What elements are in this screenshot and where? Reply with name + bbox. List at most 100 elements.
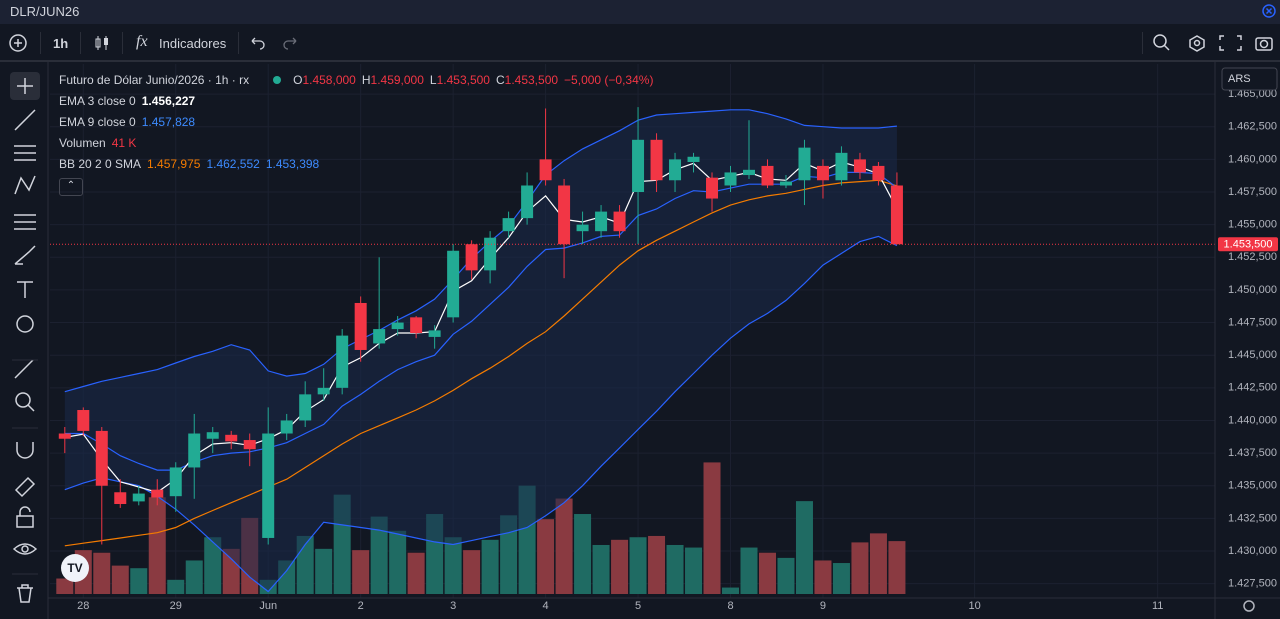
volume-bar — [93, 552, 111, 594]
y-tick-label: 1.442,500 — [1228, 382, 1277, 394]
overlay-line — [64, 235, 898, 593]
drawing-tools[interactable] — [10, 72, 40, 603]
volume-bar — [500, 515, 518, 594]
candle-body — [262, 433, 275, 538]
settings-icon[interactable] — [1243, 600, 1255, 612]
volume-bar — [481, 539, 499, 594]
legend-title: Futuro de Dólar Junio/2026 · 1h · rx — [59, 73, 250, 87]
study-value: 1.453,398 — [265, 157, 320, 171]
candle-body — [724, 172, 737, 186]
y-tick-label: 1.452,500 — [1228, 251, 1277, 263]
candle-body — [114, 492, 127, 505]
volume-bar — [315, 548, 333, 594]
interval[interactable]: 1h — [53, 36, 69, 51]
y-tick-label: 1.460,000 — [1228, 153, 1277, 165]
study-name: BB 20 2 0 SMA — [59, 157, 142, 171]
candle-body — [206, 432, 219, 439]
change: −5,000 (−0,34%) — [564, 73, 654, 87]
candle-body — [779, 181, 792, 186]
volume-bar — [389, 530, 407, 594]
candle-body — [410, 317, 423, 333]
volume-bar — [130, 568, 148, 594]
ohlc-value: 1.458,000 — [302, 73, 356, 87]
candle-body — [521, 185, 534, 219]
x-tick-label: 10 — [968, 600, 980, 612]
y-tick-label: 1.447,500 — [1228, 316, 1277, 328]
candle-body — [484, 237, 497, 271]
candle-body — [872, 165, 885, 181]
study-name: EMA 9 close 0 — [59, 115, 136, 129]
volume-bar — [167, 579, 185, 594]
candle-body — [890, 185, 903, 245]
candle-body — [502, 218, 515, 232]
candle-body — [58, 433, 71, 439]
study-value: 1.457,828 — [141, 115, 196, 129]
candle-body — [317, 387, 330, 395]
candle-body — [798, 147, 811, 181]
volume-bar — [648, 535, 666, 594]
candle-body — [95, 430, 108, 486]
chart-type[interactable] — [92, 33, 112, 53]
candle-body — [243, 440, 256, 450]
logo-text: TV — [67, 561, 82, 575]
y-tick-label: 1.432,500 — [1228, 512, 1277, 524]
candle-body — [743, 169, 755, 176]
volume-bar — [111, 565, 129, 594]
y-tick-label: 1.450,000 — [1228, 284, 1277, 296]
candle-body — [539, 159, 552, 181]
legend-row: BB 20 2 0 SMA 1.457,975 1.462,552 1.453,398 — [59, 154, 653, 175]
collapse-button[interactable]: ⌃ — [59, 178, 83, 196]
logo[interactable] — [61, 554, 89, 582]
y-tick-label: 1.457,500 — [1228, 186, 1277, 198]
close-button[interactable] — [1262, 4, 1276, 18]
volume-bar — [463, 550, 481, 594]
x-tick-label: 29 — [170, 600, 182, 612]
y-tick-label: 1.427,500 — [1228, 578, 1277, 590]
axes: 1.427,500 1.430,000 1.432,500 1.435,000 1.43… — [77, 88, 1278, 612]
volume-bar — [537, 519, 555, 594]
add-symbol[interactable] — [8, 33, 28, 53]
candle-body — [132, 493, 145, 502]
candle-body — [391, 322, 404, 330]
currency-box[interactable] — [1221, 67, 1278, 91]
indicators-button[interactable]: Indicadores — [159, 36, 227, 51]
candle-body — [465, 244, 478, 271]
candle-body — [650, 139, 663, 181]
volume-bar — [758, 552, 776, 594]
volume-bar — [611, 539, 629, 594]
candle-body — [336, 335, 349, 388]
candle-body — [613, 211, 626, 232]
overlay-line — [64, 109, 897, 393]
legend-row: Volumen 41 K — [59, 133, 653, 154]
x-tick-label: 28 — [77, 600, 89, 612]
volume-bar — [722, 587, 740, 594]
study-name: EMA 3 close 0 — [59, 94, 136, 108]
y-tick-label: 1.455,000 — [1228, 219, 1277, 231]
x-tick-label: Jun — [259, 600, 277, 612]
candle-body — [558, 185, 571, 245]
top-toolbar: 1h fx Indicadores — [0, 26, 1280, 62]
x-tick-label: 11 — [1152, 600, 1163, 612]
y-tick-label: 1.440,000 — [1228, 414, 1277, 426]
last-price-box — [1218, 237, 1278, 252]
ohlc-value: 1.459,000 — [370, 73, 424, 87]
volume-bar — [832, 563, 850, 594]
x-tick-label: 5 — [635, 600, 641, 612]
volume-bar — [555, 498, 573, 594]
ohlc-value: 1.453,500 — [436, 73, 490, 87]
symbol: DLR/JUN26 — [10, 4, 80, 19]
y-tick-label: 1.445,000 — [1228, 349, 1277, 361]
volume-bar — [703, 462, 721, 594]
volume-bar — [869, 533, 887, 594]
fx-icon[interactable]: fx — [136, 33, 148, 50]
y-tick-label: 1.437,500 — [1228, 447, 1277, 459]
study-value: 1.456,227 — [141, 94, 196, 108]
right-tools[interactable] — [1152, 33, 1274, 53]
candle-body — [447, 250, 460, 318]
undo-redo[interactable] — [248, 35, 300, 51]
currency: ARS — [1228, 73, 1251, 85]
volume-bar — [888, 541, 906, 594]
volume-bar — [851, 542, 869, 594]
